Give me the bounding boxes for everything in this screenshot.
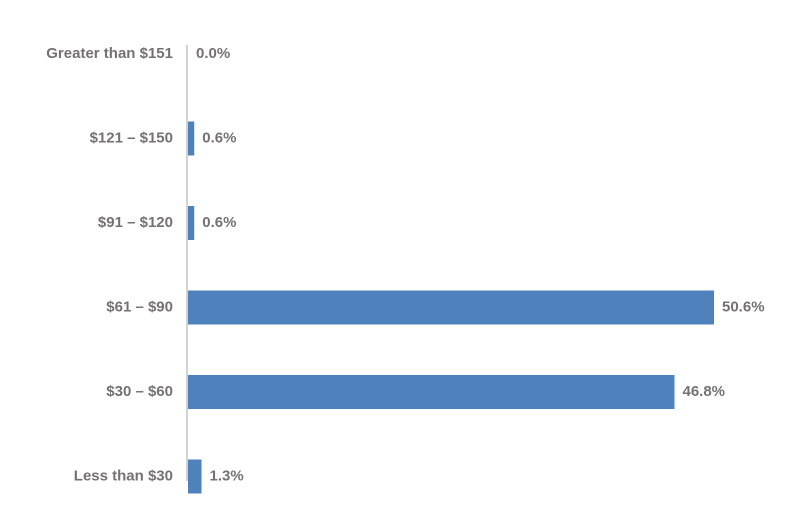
value-label-91-120: 0.6%	[202, 214, 236, 231]
category-label-61-90: $61 – $90	[106, 298, 173, 315]
category-label-less-than-30: Less than $30	[74, 467, 173, 484]
value-label-61-90: 50.6%	[722, 298, 765, 315]
bar-less-than-30	[188, 459, 202, 494]
category-label-91-120: $91 – $120	[98, 214, 173, 231]
labels-layer: Greater than $151 0.0% $121 – $150 0.6% $91 …	[46, 45, 764, 485]
category-label-121-150: $121 – $150	[90, 129, 173, 146]
bars-layer	[188, 121, 714, 494]
value-label-121-150: 0.6%	[202, 129, 236, 146]
category-label-greater-than-151: Greater than $151	[46, 45, 173, 62]
bar-91-120	[188, 206, 195, 240]
value-label-30-60: 46.8%	[682, 383, 725, 400]
bar-121-150	[188, 121, 195, 156]
value-label-greater-than-151: 0.0%	[196, 45, 230, 62]
value-label-less-than-30: 1.3%	[210, 467, 244, 484]
bar-30-60	[188, 375, 675, 409]
bar-61-90	[188, 290, 714, 325]
category-label-30-60: $30 – $60	[106, 383, 173, 400]
